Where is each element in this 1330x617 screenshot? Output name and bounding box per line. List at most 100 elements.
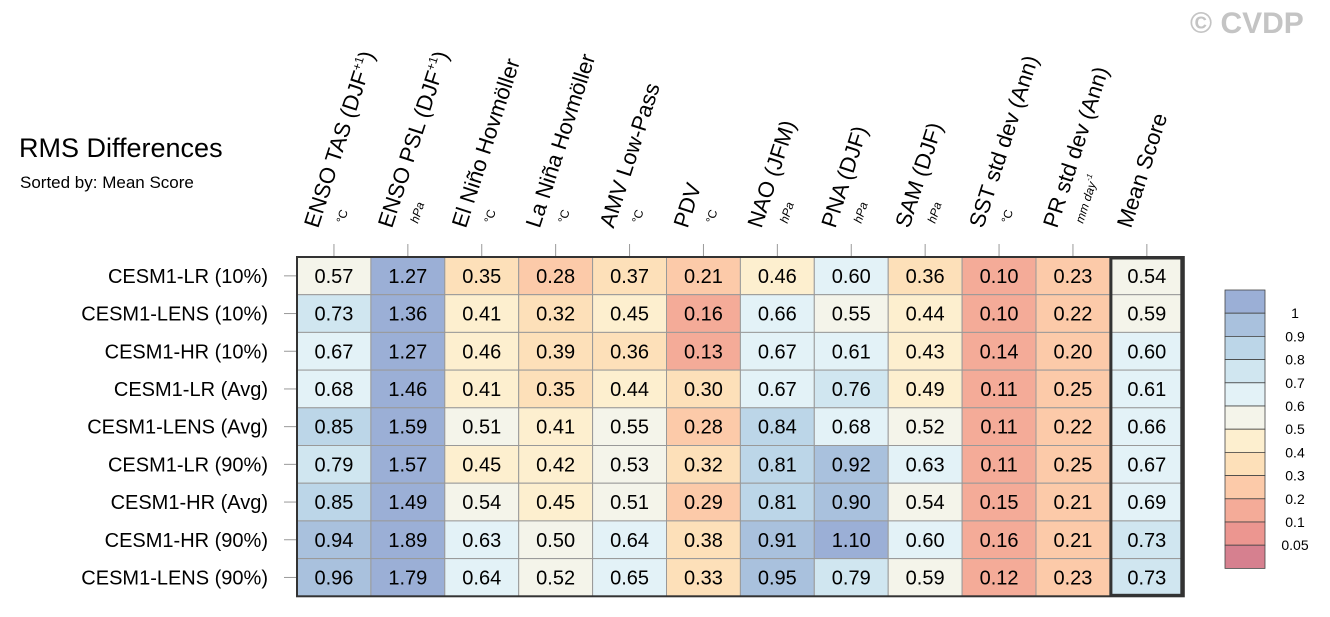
heatmap-cell [592,369,667,409]
heatmap-cell [961,369,1037,409]
row-label: CESM1-LENS (10%) [81,304,268,326]
heatmap-cell [444,558,520,597]
cell-value: 0.60 [832,266,871,288]
cell-value: 0.66 [758,304,797,326]
heatmap-cell [961,520,1037,560]
heatmap-cell [518,520,594,560]
heatmap-cell [961,294,1037,333]
cell-value: 1.49 [388,492,427,514]
colorbar-label: 0.2 [1285,491,1305,507]
heatmap-cell [739,520,815,560]
cell-value: 0.54 [906,492,945,514]
heatmap-cell [666,369,741,409]
cell-value: 0.73 [1127,530,1166,552]
heatmap-cell [370,558,446,597]
heatmap-cell [887,331,963,371]
table-border [296,256,1185,598]
cell-value: 0.33 [684,567,723,589]
chart-subtitle: Sorted by: Mean Score [20,173,194,192]
colorbar-label: 1 [1291,305,1299,321]
heatmap-cell [887,407,963,446]
column-unit: °C [703,207,721,224]
cell-value: 0.59 [906,567,945,589]
cell-value: 0.28 [536,266,575,288]
heatmap-cell [1035,331,1111,371]
colorbar-label: 0.4 [1285,444,1305,460]
cell-value: 0.63 [906,454,945,476]
column-header: La Niña Hovmöller [521,51,601,231]
heatmap-cell [739,294,815,333]
cell-value: 0.54 [462,492,501,514]
heatmap-cell [813,256,889,296]
cell-value: 0.60 [1127,341,1166,363]
cell-value: 0.21 [1053,530,1092,552]
colorbar-bin [1224,382,1266,407]
cell-value: 0.20 [1053,341,1092,363]
cell-value: 0.63 [462,530,501,552]
heatmap-cell [592,558,667,597]
cell-value: 0.43 [906,341,945,363]
heatmap-cell [370,482,446,522]
cell-value: 0.42 [536,454,575,476]
colorbar-bin [1224,475,1266,500]
cell-value: 0.30 [684,379,723,401]
row-label: CESM1-HR (Avg) [111,492,268,514]
cell-value: 1.36 [388,304,427,326]
cell-value: 0.79 [832,567,871,589]
colorbar-bin [1224,451,1266,476]
cell-value: 0.29 [684,492,723,514]
cell-value: 0.39 [536,341,575,363]
column-header: ENSO TAS (DJF+1) [299,48,380,231]
heatmap-cell [592,294,667,333]
cell-value: 0.81 [758,492,797,514]
cell-value: 0.23 [1053,266,1092,288]
cell-value: 0.22 [1053,304,1092,326]
column-unit: °C [999,207,1017,224]
cell-value: 0.11 [980,454,1017,476]
heatmap-cell [961,331,1037,371]
heatmap-cell [444,445,520,484]
cell-value: 1.89 [388,530,427,552]
cell-value: 0.11 [980,417,1017,439]
cell-value: 0.13 [684,341,723,363]
heatmap-cell [813,482,889,522]
heatmap-cell [813,369,889,409]
colorbar-bin [1224,498,1266,523]
heatmap-cell [813,520,889,560]
heatmap-cell [961,482,1037,522]
cell-value: 1.27 [388,341,427,363]
heatmap-cell [1035,369,1111,409]
cell-value: 0.64 [610,530,649,552]
colorbar-label: 0.3 [1285,468,1305,484]
heatmap-cell [887,369,963,409]
heatmap-cell [666,294,741,333]
cell-value: 0.38 [684,530,723,552]
heatmap-cell [444,520,520,560]
cell-value: 0.36 [610,341,649,363]
cell-value: 0.41 [462,304,501,326]
heatmap-cell [370,294,446,333]
colorbar-bin [1224,405,1266,430]
row-label: CESM1-HR (10%) [105,341,268,363]
heatmap-cell [592,256,667,296]
cell-value: 1.57 [388,454,427,476]
colorbar-bin [1224,544,1266,569]
cell-value: 0.54 [1127,266,1166,288]
chart-title: RMS Differences [19,133,223,163]
cell-value: 0.28 [684,417,723,439]
heatmap-cell [518,369,594,409]
heatmap-cell [813,445,889,484]
cell-value: 1.27 [388,266,427,288]
row-label: CESM1-LENS (90%) [81,567,268,589]
cell-value: 0.69 [1127,492,1166,514]
cell-value: 0.67 [758,379,797,401]
colorbar-label: 0.8 [1285,352,1305,368]
cell-value: 0.68 [832,417,871,439]
colorbar-label: 0.5 [1285,421,1305,437]
heatmap-cell [666,331,741,371]
cell-value: 0.67 [1127,454,1166,476]
cell-value: 1.46 [388,379,427,401]
cell-value: 0.11 [980,379,1017,401]
cell-value: 0.67 [314,341,353,363]
mean-score-highlight [1109,256,1184,597]
